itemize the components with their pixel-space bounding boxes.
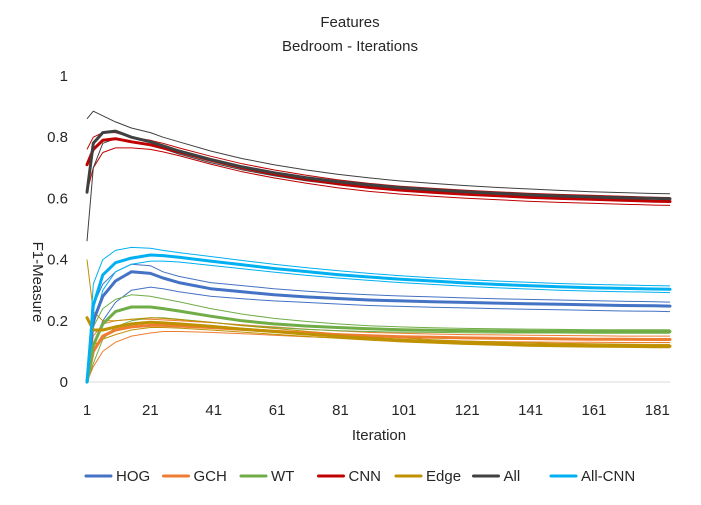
series-cnn-low-line xyxy=(86,147,671,206)
y-tick-label: 0.8 xyxy=(47,129,68,146)
series-gch-line xyxy=(85,323,672,384)
y-tick-label: 0.4 xyxy=(47,252,68,269)
y-tick-label: 0.2 xyxy=(47,313,68,330)
series-edge-low-line xyxy=(86,327,670,383)
legend-label-all: All xyxy=(504,468,521,485)
series-hog-line xyxy=(85,270,672,384)
series-all-cnn-line xyxy=(85,253,672,384)
series-wt-low-line xyxy=(86,317,670,383)
x-tick-label: 21 xyxy=(142,402,159,419)
legend-label-edge: Edge xyxy=(426,468,461,485)
series-wt-high-line xyxy=(86,294,670,383)
legend-item-hog: HOG xyxy=(84,468,150,485)
legend-item-gch: GCH xyxy=(162,468,227,485)
legend-label-wt: WT xyxy=(271,468,294,485)
series-wt-line xyxy=(85,305,672,384)
series-all-high-line xyxy=(86,110,671,195)
x-axis-label: Iteration xyxy=(352,427,406,444)
x-tick-label: 41 xyxy=(205,402,222,419)
series-lines-group xyxy=(85,129,672,384)
legend-label-hog: HOG xyxy=(116,468,150,485)
x-tick-label: 1 xyxy=(83,402,91,419)
x-tick-label: 141 xyxy=(518,402,543,419)
y-axis-label: F1-Measure xyxy=(29,242,46,323)
x-tick-label: 81 xyxy=(332,402,349,419)
chart-subtitle: Bedroom - Iterations xyxy=(282,38,418,55)
series-edge-line xyxy=(85,316,672,348)
x-tick-label: 121 xyxy=(455,402,480,419)
x-tick-label: 61 xyxy=(269,402,286,419)
legend-item-edge: Edge xyxy=(394,468,461,485)
legend-label-all-cnn: All-CNN xyxy=(581,468,635,485)
chart-title: Features xyxy=(320,14,379,31)
series-all-line xyxy=(85,129,672,201)
legend-label-gch: GCH xyxy=(194,468,227,485)
legend-item-all-cnn: All-CNN xyxy=(549,468,635,485)
y-tick-label: 0 xyxy=(60,374,68,391)
series-cnn-line xyxy=(85,137,672,203)
legend-item-cnn: CNN xyxy=(317,468,382,485)
legend: HOG GCH WT CNN Edge All All-CNN xyxy=(84,468,635,485)
legend-item-all: All xyxy=(472,468,521,485)
series-all-cnn-high-line xyxy=(86,246,671,383)
y-tick-label: 0.6 xyxy=(47,190,68,207)
x-tick-label: 181 xyxy=(645,402,670,419)
y-tick-label: 1 xyxy=(60,68,68,85)
x-tick-label: 161 xyxy=(581,402,606,419)
legend-item-wt: WT xyxy=(239,468,294,485)
legend-label-cnn: CNN xyxy=(349,468,382,485)
series-all-cnn-low-line xyxy=(86,260,671,383)
series-hog-low-line xyxy=(86,286,671,383)
x-tick-label: 101 xyxy=(391,402,416,419)
